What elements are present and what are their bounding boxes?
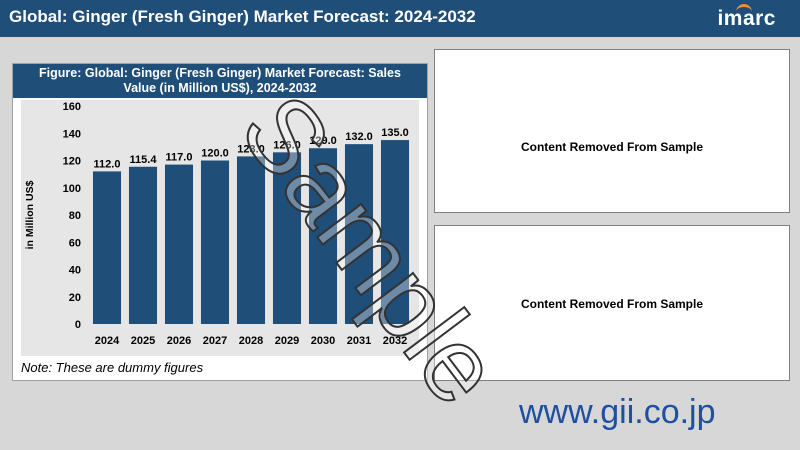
plot-area: in Million US$ 0 20 40 60 80 100 120 140 160 112.0… xyxy=(21,100,419,356)
logo-arc-icon xyxy=(736,4,752,15)
header-bar: Global: Ginger (Fresh Ginger) Market For… xyxy=(0,0,800,37)
y-tick-label: 160 xyxy=(63,101,81,113)
bar-value-label: 135.0 xyxy=(381,127,409,139)
bar-value-label: 115.4 xyxy=(130,154,158,166)
bar-value-label: 117.0 xyxy=(166,152,193,164)
y-tick-label: 40 xyxy=(69,265,81,277)
imarc-logo: imarc xyxy=(717,7,776,30)
page-title: Global: Ginger (Fresh Ginger) Market For… xyxy=(9,7,476,26)
y-tick-label: 140 xyxy=(63,128,81,140)
website-url: www.gii.co.jp xyxy=(519,393,716,431)
bar-chart: in Million US$ 0 20 40 60 80 100 120 140 160 112.0… xyxy=(24,101,410,347)
bar-2028 xyxy=(236,156,266,324)
figure-caption: Figure: Global: Ginger (Fresh Ginger) Ma… xyxy=(13,64,427,98)
x-tick-label: 2029 xyxy=(275,335,299,347)
y-tick-label: 100 xyxy=(63,183,81,195)
y-tick-label: 60 xyxy=(69,237,81,249)
bar-2027 xyxy=(200,160,230,324)
x-tick-label: 2027 xyxy=(203,335,227,347)
x-tick-label: 2024 xyxy=(95,335,120,347)
x-tick-label: 2028 xyxy=(239,335,263,347)
bar-value-label: 123.0 xyxy=(237,143,265,155)
bar-2026 xyxy=(164,164,194,324)
y-tick-label: 80 xyxy=(69,210,81,222)
x-tick-label: 2025 xyxy=(131,335,155,347)
bar-2025 xyxy=(128,166,158,324)
bar-2029 xyxy=(272,152,302,324)
x-tick-label: 2026 xyxy=(167,335,191,347)
figure-caption-line-2: Value (in Million US$), 2024-2032 xyxy=(123,81,317,95)
bar-value-label: 120.0 xyxy=(201,148,229,160)
y-tick-label: 20 xyxy=(69,292,81,304)
figure-note: Note: These are dummy figures xyxy=(21,360,204,375)
x-tick-label: 2030 xyxy=(311,335,335,347)
bar-2024 xyxy=(92,171,122,324)
content-removed-text-top: Content Removed From Sample xyxy=(520,140,704,154)
bar-value-label: 126.0 xyxy=(273,139,301,151)
bar-value-label: 129.0 xyxy=(309,135,337,147)
content-box-bottom: Content Removed From Sample xyxy=(434,225,790,381)
content-box-top: Content Removed From Sample xyxy=(434,49,790,213)
bar-value-label: 132.0 xyxy=(345,131,373,143)
y-tick-label: 0 xyxy=(75,319,81,331)
bar-2030 xyxy=(308,148,338,324)
figure-caption-line-1: Figure: Global: Ginger (Fresh Ginger) Ma… xyxy=(39,66,401,80)
y-axis-label: in Million US$ xyxy=(24,180,36,249)
chart-panel: Figure: Global: Ginger (Fresh Ginger) Ma… xyxy=(12,63,428,381)
bar-2032 xyxy=(380,140,410,324)
content-removed-text-bottom: Content Removed From Sample xyxy=(520,297,704,311)
bar-2031 xyxy=(344,144,374,324)
x-tick-label: 2032 xyxy=(383,335,407,347)
bar-value-label: 112.0 xyxy=(94,158,121,170)
x-tick-label: 2031 xyxy=(347,335,371,347)
y-tick-label: 120 xyxy=(63,156,81,168)
